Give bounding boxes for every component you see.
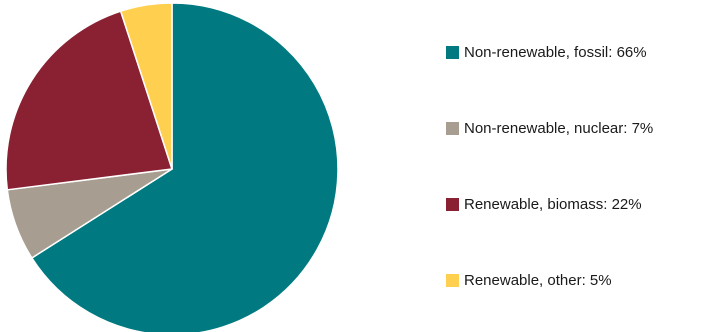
legend-item-fossil: Non-renewable, fossil: 66% [446,38,696,66]
legend-label-other: Renewable, other: 5% [464,271,612,289]
legend-label-biomass: Renewable, biomass: 22% [464,195,642,213]
chart-legend: Non-renewable, fossil: 66% Non-renewable… [446,38,696,294]
legend-item-other: Renewable, other: 5% [446,266,696,294]
legend-item-nuclear: Non-renewable, nuclear: 7% [446,114,696,142]
pie-slice-fossil [31,2,339,332]
legend-swatch-biomass [446,197,459,211]
legend-swatch-other [446,273,459,287]
legend-swatch-nuclear [446,121,459,135]
legend-label-fossil: Non-renewable, fossil: 66% [464,43,647,61]
legend-swatch-fossil [446,45,459,59]
legend-item-biomass: Renewable, biomass: 22% [446,190,696,218]
pie-slice-biomass [5,10,173,191]
legend-label-nuclear: Non-renewable, nuclear: 7% [464,119,654,137]
pie-slice-other [119,2,173,170]
